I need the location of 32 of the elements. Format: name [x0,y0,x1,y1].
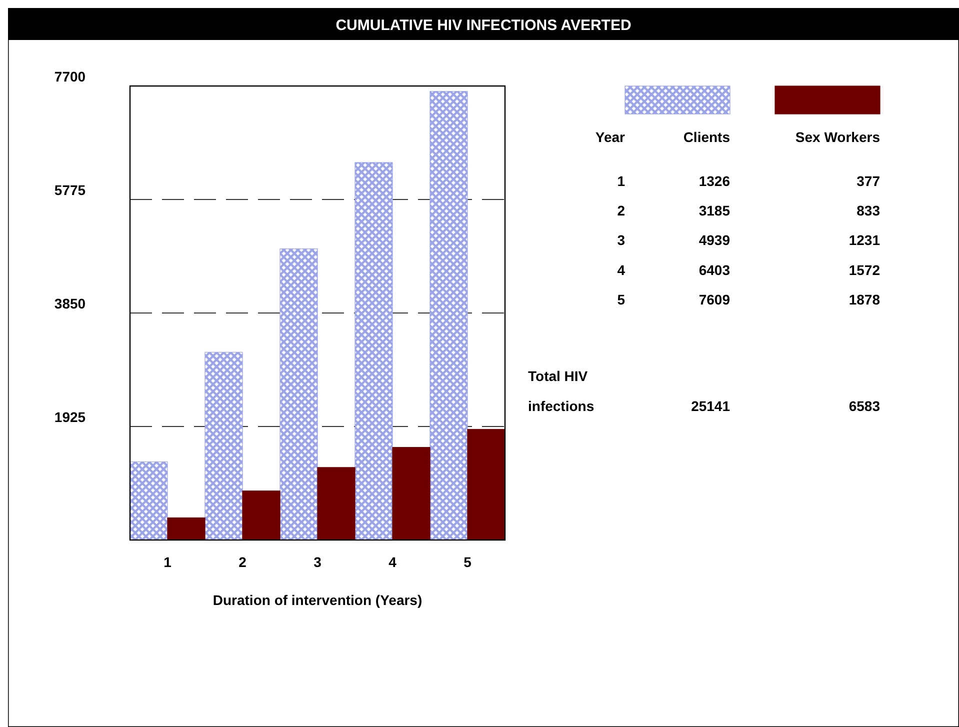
x-tick-label: 3 [314,554,322,570]
text: 1231 [848,232,880,248]
category-label: 2 [617,202,625,219]
text: 1572 [848,262,880,278]
text: Total HIV infections [528,368,594,414]
legend-title: Year [595,129,626,145]
category-label: 5 [617,291,625,308]
text: Sex Workers [795,129,880,145]
text: 6583 [848,398,880,414]
chart-title: CUMULATIVE HIV INFECTIONS AVERTED [336,17,632,34]
text: Clients [683,129,730,145]
x-axis-title: Duration of intervention (Years) [212,592,422,608]
x-tick-label: 4 [388,554,397,570]
text: 4939 [698,232,730,248]
x-tick-label: 2 [238,554,247,570]
text: 3185 [698,202,730,219]
y-tick-label: 7700 [54,68,86,85]
text: 833 [856,202,880,219]
y-tick-label: 3850 [54,296,86,312]
y-tick-label: 1925 [54,409,86,426]
x-tick-label: 1 [164,554,172,570]
text: 6403 [698,262,730,278]
y-tick-label: 5775 [54,182,86,198]
category-label: 3 [617,232,625,248]
x-tick-label: 5 [464,554,472,570]
text: 25141 [691,398,730,414]
category-label: 4 [617,262,625,278]
text: 1878 [848,291,880,308]
text: 1326 [698,173,730,189]
text: 377 [856,173,880,189]
category-label: 1 [617,173,625,189]
text: 7609 [698,291,730,308]
